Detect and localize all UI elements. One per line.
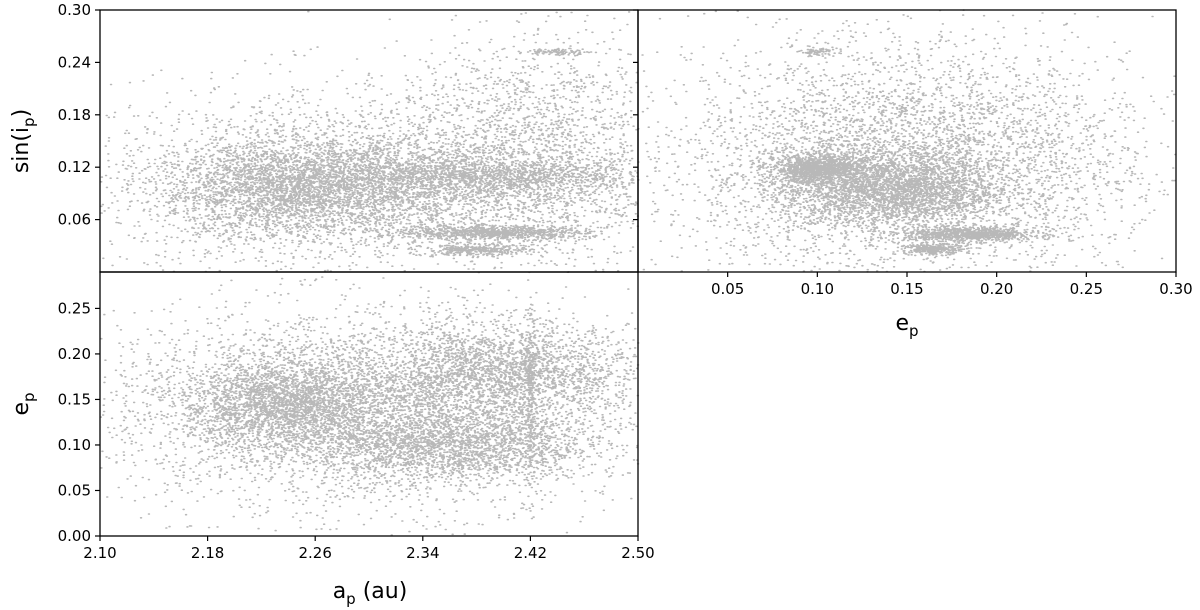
- xtick-label: 2.18: [191, 544, 224, 562]
- panel-a-sini: 0.06 0.12 0.18 0.24 0.30 sin(ip): [9, 1, 640, 273]
- ytick-label: 0.12: [58, 158, 91, 176]
- scatter-points-e-sini: [641, 9, 1177, 273]
- xtick-label: 2.10: [83, 544, 116, 562]
- xlabel-e-sini: ep: [895, 311, 918, 340]
- yticks-a-e: 0.00 0.05 0.10 0.15 0.20 0.25: [58, 299, 100, 545]
- xtick-label: 0.25: [1070, 280, 1103, 298]
- xticks-a-e: 2.10 2.18 2.26 2.34 2.42 2.50: [83, 536, 655, 562]
- points-a-sini: [100, 10, 640, 273]
- ytick-label: 0.25: [58, 299, 91, 317]
- xtick-label: 0.10: [801, 280, 834, 298]
- ylabel-a-sini: sin(ip): [9, 109, 38, 173]
- ytick-label: 0.20: [58, 345, 91, 363]
- ytick-label: 0.18: [58, 106, 91, 124]
- ytick-label: 0.30: [58, 1, 91, 19]
- xtick-label: 2.50: [621, 544, 654, 562]
- panel-e-sini: 0.05 0.10 0.15 0.20 0.25 0.30 ep: [637, 9, 1193, 340]
- ytick-label: 0.24: [58, 53, 91, 71]
- panel-a-e: 2.10 2.18 2.26 2.34 2.42 2.50 0.00 0.05 0.10 0.1…: [9, 271, 655, 608]
- ylabel-a-e: ep: [9, 392, 38, 415]
- ytick-label: 0.05: [58, 481, 91, 499]
- scatter-points-a-e: [99, 271, 640, 536]
- frame-a-e: [99, 271, 639, 537]
- xlabel-a-e: ap (au): [333, 579, 408, 608]
- xticks-e-sini: 0.05 0.10 0.15 0.20 0.25 0.30: [711, 272, 1193, 298]
- xtick-label: 0.05: [711, 280, 744, 298]
- scatter-points-a-sini: [100, 10, 640, 273]
- ytick-label: 0.00: [58, 527, 91, 545]
- xtick-label: 2.26: [298, 544, 331, 562]
- xtick-label: 2.42: [514, 544, 547, 562]
- xtick-label: 0.15: [890, 280, 923, 298]
- ytick-label: 0.10: [58, 436, 91, 454]
- yticks-a-sini: 0.06 0.12 0.18 0.24 0.30: [58, 1, 638, 229]
- points-e-sini: [641, 9, 1177, 273]
- ytick-label: 0.15: [58, 390, 91, 408]
- ytick-label: 0.06: [58, 211, 91, 229]
- xtick-label: 0.20: [980, 280, 1013, 298]
- xtick-label: 2.34: [406, 544, 439, 562]
- xtick-label: 0.30: [1159, 280, 1192, 298]
- points-a-e: [99, 271, 640, 536]
